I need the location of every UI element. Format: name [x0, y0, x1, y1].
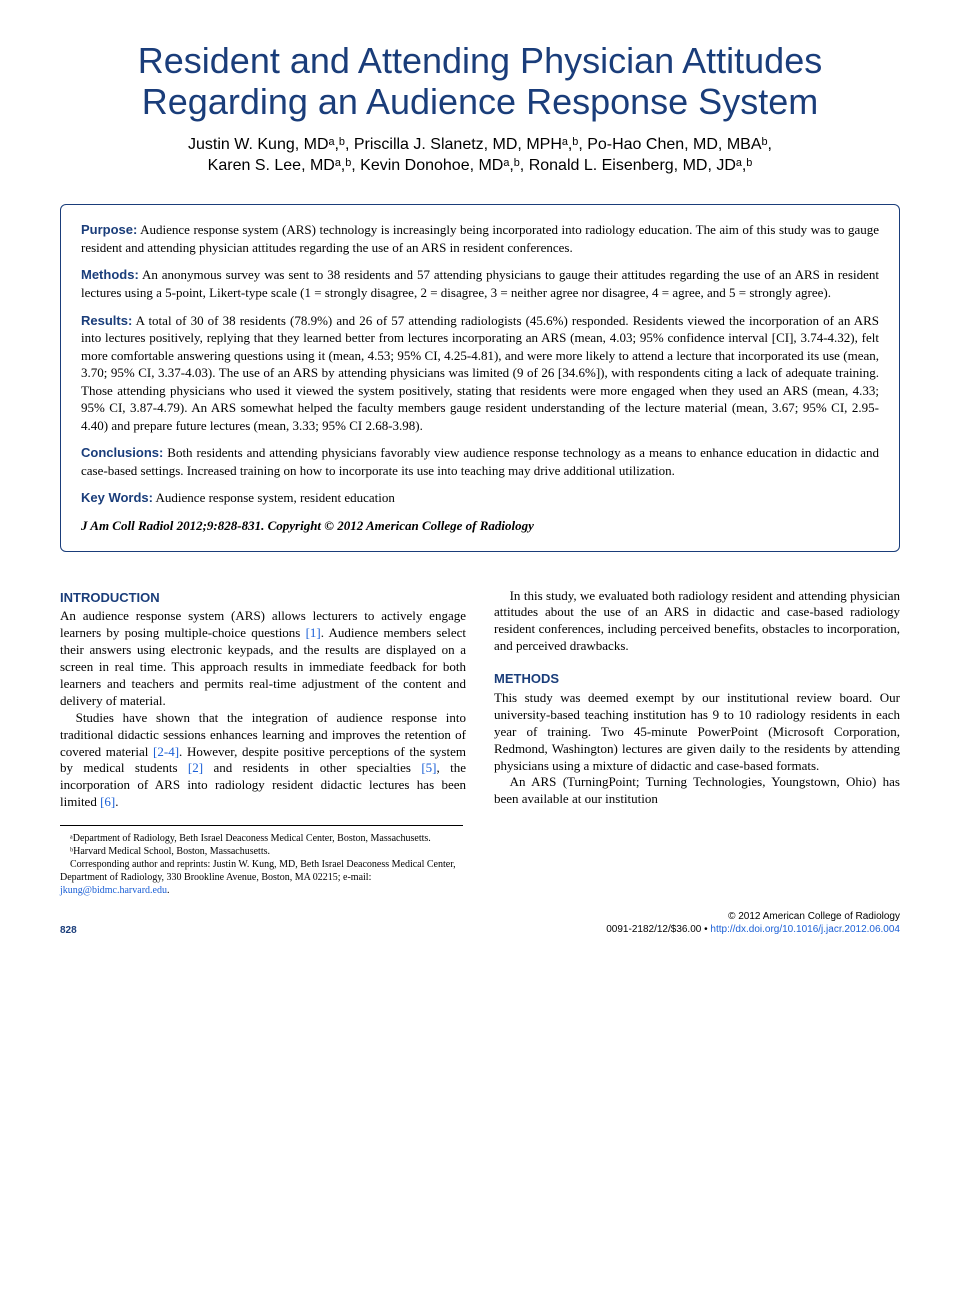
authors-line-1: Justin W. Kung, MDᵃ,ᵇ, Priscilla J. Slan…: [60, 135, 900, 156]
abstract-citation: J Am Coll Radiol 2012;9:828-831. Copyrig…: [81, 517, 879, 535]
ref-link-2[interactable]: [2]: [188, 760, 203, 775]
abstract-label-methods: Methods:: [81, 267, 139, 282]
intro-para-3: In this study, we evaluated both radiolo…: [494, 588, 900, 656]
authors-line-2: Karen S. Lee, MDᵃ,ᵇ, Kevin Donohoe, MDᵃ,…: [60, 156, 900, 177]
intro-p2d: and residents in other specialties: [203, 760, 421, 775]
ref-link-1[interactable]: [1]: [306, 625, 321, 640]
abstract-label-purpose: Purpose:: [81, 222, 137, 237]
authors-block: Justin W. Kung, MDᵃ,ᵇ, Priscilla J. Slan…: [60, 135, 900, 177]
footer-issn-doi: 0091-2182/12/$36.00 • http://dx.doi.org/…: [606, 924, 900, 937]
abstract-methods: Methods: An anonymous survey was sent to…: [81, 266, 879, 301]
page-number: 828: [60, 925, 77, 936]
footnote-affil-b: ᵇHarvard Medical School, Boston, Massach…: [60, 845, 463, 858]
footer-doi-link[interactable]: http://dx.doi.org/10.1016/j.jacr.2012.06…: [710, 924, 900, 935]
footnote-affil-a: ᵃDepartment of Radiology, Beth Israel De…: [60, 832, 463, 845]
abstract-text-conclusions: Both residents and attending physicians …: [81, 445, 879, 478]
page-footer: 828 © 2012 American College of Radiology…: [60, 911, 900, 936]
corr-email-link[interactable]: jkung@bidmc.harvard.edu: [60, 885, 167, 896]
corr-period: .: [167, 885, 170, 896]
abstract-text-results: A total of 30 of 38 residents (78.9%) an…: [81, 313, 879, 433]
abstract-label-conclusions: Conclusions:: [81, 445, 163, 460]
ref-link-6[interactable]: [6]: [100, 794, 115, 809]
heading-introduction: INTRODUCTION: [60, 590, 466, 607]
methods-para-2: An ARS (TurningPoint; Turning Technologi…: [494, 774, 900, 808]
footer-right-block: © 2012 American College of Radiology 009…: [606, 911, 900, 936]
abstract-results: Results: A total of 30 of 38 residents (…: [81, 312, 879, 435]
ref-link-5[interactable]: [5]: [421, 760, 436, 775]
paper-title: Resident and Attending Physician Attitud…: [60, 40, 900, 123]
ref-link-2-4[interactable]: [2-4]: [153, 744, 179, 759]
footer-issn: 0091-2182/12/$36.00 •: [606, 924, 710, 935]
corr-text: Corresponding author and reprints: Justi…: [60, 859, 456, 883]
abstract-label-keywords: Key Words:: [81, 490, 153, 505]
abstract-text-keywords: Audience response system, resident educa…: [153, 490, 395, 505]
abstract-text-methods: An anonymous survey was sent to 38 resid…: [81, 267, 879, 300]
abstract-purpose: Purpose: Audience response system (ARS) …: [81, 221, 879, 256]
abstract-conclusions: Conclusions: Both residents and attendin…: [81, 444, 879, 479]
methods-para-1: This study was deemed exempt by our inst…: [494, 690, 900, 774]
footnotes-block: ᵃDepartment of Radiology, Beth Israel De…: [60, 825, 463, 897]
footer-copyright: © 2012 American College of Radiology: [606, 911, 900, 924]
intro-para-2: Studies have shown that the integration …: [60, 710, 466, 811]
intro-p2f: .: [115, 794, 118, 809]
heading-methods: METHODS: [494, 671, 900, 688]
abstract-box: Purpose: Audience response system (ARS) …: [60, 204, 900, 551]
body-text: INTRODUCTION An audience response system…: [60, 588, 900, 812]
abstract-label-results: Results:: [81, 313, 132, 328]
footnote-corresponding: Corresponding author and reprints: Justi…: [60, 858, 463, 897]
intro-para-1: An audience response system (ARS) allows…: [60, 608, 466, 709]
intro-p2b: . However, despite positive perceptions …: [179, 744, 446, 759]
abstract-text-purpose: Audience response system (ARS) technolog…: [81, 222, 879, 255]
abstract-keywords: Key Words: Audience response system, res…: [81, 489, 879, 507]
